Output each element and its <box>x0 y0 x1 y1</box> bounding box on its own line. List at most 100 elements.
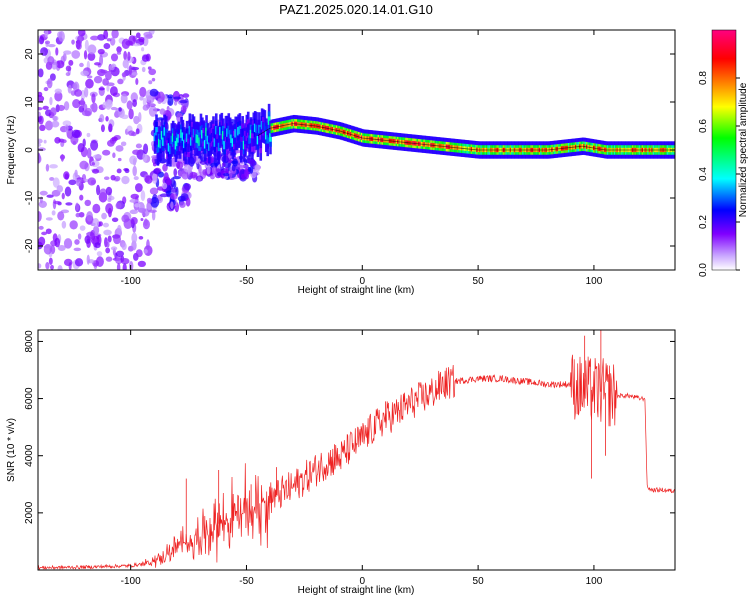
y-tick-label: -10 <box>24 190 35 205</box>
heatmap-cell <box>86 132 91 138</box>
heatmap-cell <box>74 89 83 97</box>
spectrogram-x-label: Height of straight line (km) <box>298 285 415 296</box>
heatmap-cell <box>173 180 177 189</box>
heatmap-cell <box>54 88 62 94</box>
heatmap-cell <box>86 75 93 79</box>
heatmap-cell <box>167 96 174 107</box>
heatmap-cell <box>54 237 61 248</box>
heatmap-cell <box>242 140 246 150</box>
heatmap-cell <box>52 199 57 210</box>
heatmap-cell <box>183 183 191 191</box>
colorbar-label: Normalized spectral amplitude <box>738 82 749 217</box>
heatmap-cell <box>134 203 141 208</box>
heatmap-cell <box>106 241 110 248</box>
heatmap-cell <box>199 160 207 165</box>
heatmap-cell <box>63 258 73 267</box>
heatmap-cell <box>43 87 49 92</box>
x-tick-label: -50 <box>239 576 254 587</box>
heatmap-cell <box>45 109 52 117</box>
heatmap-cell <box>77 142 85 153</box>
heatmap-cell <box>132 99 138 108</box>
heatmap-cell <box>146 197 152 204</box>
heatmap-cell <box>255 124 258 134</box>
heatmap-cell <box>61 139 67 144</box>
heatmap-cell <box>103 176 110 181</box>
heatmap-cell <box>83 50 88 60</box>
heatmap-cell <box>132 149 141 155</box>
heatmap-cell <box>65 202 73 206</box>
heatmap-cell <box>51 210 56 216</box>
heatmap-cell <box>135 128 140 135</box>
heatmap-cell <box>38 106 43 111</box>
x-tick-label: 100 <box>586 576 603 587</box>
heatmap-cell <box>103 30 109 40</box>
heatmap-cell <box>133 43 141 47</box>
heatmap-cell <box>156 144 160 154</box>
heatmap-cell <box>115 145 124 152</box>
heatmap-cell <box>135 183 143 193</box>
heatmap-cell <box>128 261 134 270</box>
heatmap-cell <box>157 98 162 104</box>
snr-frame <box>37 329 676 571</box>
heatmap-cell <box>251 138 254 147</box>
heatmap-cell <box>172 90 181 102</box>
heatmap-cell <box>61 220 67 229</box>
heatmap-cell <box>180 129 183 138</box>
heatmap-cell <box>259 139 263 149</box>
heatmap-cell <box>256 135 260 145</box>
heatmap-cell <box>116 263 121 270</box>
y-tick-label: 2000 <box>24 501 35 524</box>
heatmap-cell <box>72 82 78 90</box>
heatmap-cell <box>131 240 137 251</box>
heatmap-cell <box>74 258 84 267</box>
heatmap-cell <box>210 174 215 180</box>
heatmap-cell <box>102 222 109 228</box>
heatmap-cell <box>159 139 162 149</box>
heatmap-cell <box>84 87 89 98</box>
heatmap-cell <box>248 135 251 144</box>
heatmap-cell <box>153 168 161 175</box>
heatmap-cell <box>212 128 215 138</box>
x-tick-label: 50 <box>473 276 485 287</box>
heatmap-cell <box>173 135 176 145</box>
heatmap-cell <box>121 214 130 223</box>
heatmap-cell <box>94 62 101 66</box>
heatmap-cell <box>221 162 226 168</box>
heatmap-cell <box>63 238 73 249</box>
heatmap-cell <box>101 212 107 220</box>
heatmap-cell <box>148 68 157 76</box>
heatmap-cell <box>45 228 52 235</box>
snr-x-label: Height of straight line (km) <box>298 585 415 596</box>
heatmap-cell <box>135 78 139 86</box>
heatmap-cell <box>162 137 165 146</box>
heatmap-cell <box>148 105 158 117</box>
heatmap-cell <box>51 120 60 128</box>
heatmap-cell <box>159 193 169 198</box>
heatmap-cell <box>50 107 57 117</box>
heatmap-cell <box>74 169 78 178</box>
heatmap-cell <box>67 84 72 94</box>
heatmap-cell <box>143 218 148 226</box>
heatmap-cell <box>262 121 265 131</box>
heatmap-cell <box>40 47 49 56</box>
heatmap-cell <box>252 125 256 134</box>
heatmap-cell <box>105 247 111 254</box>
heatmap-cell <box>122 263 127 270</box>
heatmap-cell <box>43 245 52 249</box>
heatmap-cell <box>38 263 42 269</box>
heatmap-cell <box>91 162 96 166</box>
heatmap-cell <box>48 257 53 265</box>
heatmap-cell <box>128 35 136 46</box>
y-tick-label: 10 <box>24 96 35 108</box>
heatmap-cell <box>58 30 65 42</box>
y-tick-label: 0 <box>24 147 35 153</box>
heatmap-cell <box>55 47 59 56</box>
snr-background <box>38 330 675 570</box>
heatmap-cell <box>44 40 51 45</box>
heatmap-cell <box>63 171 70 180</box>
heatmap-cell <box>175 161 184 170</box>
heatmap-cell <box>71 39 75 45</box>
heatmap-cell <box>87 52 96 61</box>
heatmap-cell <box>146 239 150 251</box>
